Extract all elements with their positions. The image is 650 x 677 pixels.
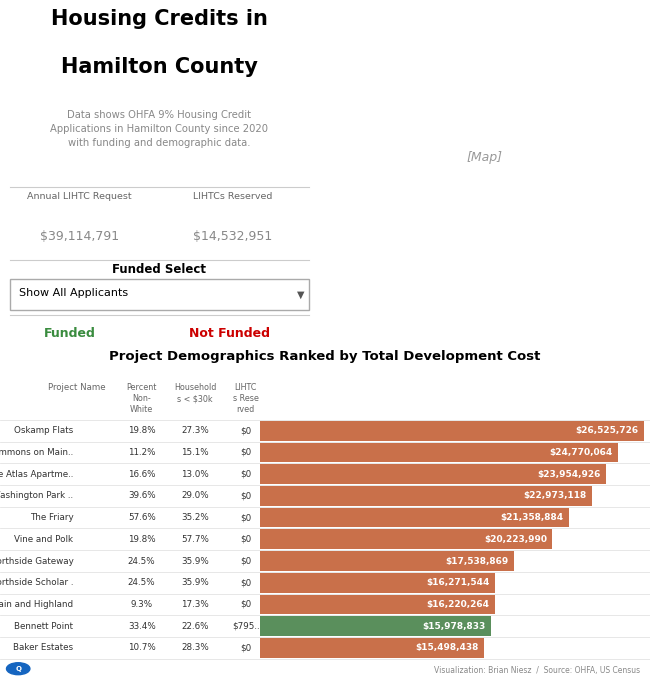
Text: 16.6%: 16.6% bbox=[128, 470, 155, 479]
Text: 57.6%: 57.6% bbox=[128, 513, 155, 522]
Text: Data shows OHFA 9% Housing Credit
Applications in Hamilton County since 2020
wit: Data shows OHFA 9% Housing Credit Applic… bbox=[50, 110, 268, 148]
Text: 39.6%: 39.6% bbox=[128, 492, 155, 500]
Text: $14,532,951: $14,532,951 bbox=[193, 230, 272, 243]
Text: Household
s < $30k: Household s < $30k bbox=[174, 383, 216, 403]
Bar bbox=[260, 421, 644, 441]
Text: $0: $0 bbox=[240, 556, 252, 565]
Text: 24.5%: 24.5% bbox=[128, 578, 155, 587]
Text: Show All Applicants: Show All Applicants bbox=[19, 288, 128, 299]
Text: 57.7%: 57.7% bbox=[181, 535, 209, 544]
Circle shape bbox=[6, 663, 30, 675]
Text: $21,358,884: $21,358,884 bbox=[500, 513, 564, 522]
Text: $16,220,264: $16,220,264 bbox=[426, 600, 489, 609]
Text: Funded: Funded bbox=[44, 326, 96, 340]
Text: $0: $0 bbox=[240, 427, 252, 435]
Text: Oskamp Flats: Oskamp Flats bbox=[14, 427, 73, 435]
Text: 9.3%: 9.3% bbox=[131, 600, 153, 609]
Text: $0: $0 bbox=[240, 535, 252, 544]
FancyBboxPatch shape bbox=[10, 279, 309, 310]
Text: 28.3%: 28.3% bbox=[181, 643, 209, 653]
Text: Q: Q bbox=[15, 665, 21, 672]
Text: $26,525,726: $26,525,726 bbox=[575, 427, 638, 435]
Text: Baker Estates: Baker Estates bbox=[13, 643, 73, 653]
Text: The Friary: The Friary bbox=[30, 513, 73, 522]
Text: 35.9%: 35.9% bbox=[181, 556, 209, 565]
Text: 11.2%: 11.2% bbox=[128, 448, 155, 457]
Text: Main and Highland: Main and Highland bbox=[0, 600, 73, 609]
Text: LIHTCs Reserved: LIHTCs Reserved bbox=[193, 192, 272, 201]
Text: $795..: $795.. bbox=[232, 621, 259, 631]
Text: $15,498,438: $15,498,438 bbox=[415, 643, 479, 653]
Text: $0: $0 bbox=[240, 600, 252, 609]
Text: Not Funded: Not Funded bbox=[188, 326, 270, 340]
Text: $16,271,544: $16,271,544 bbox=[426, 578, 490, 587]
Bar bbox=[260, 529, 552, 549]
Text: $39,114,791: $39,114,791 bbox=[40, 230, 119, 243]
Text: 13.0%: 13.0% bbox=[181, 470, 209, 479]
Bar bbox=[260, 573, 495, 592]
Text: 35.9%: 35.9% bbox=[181, 578, 209, 587]
Text: $0: $0 bbox=[240, 492, 252, 500]
Text: 19.8%: 19.8% bbox=[128, 427, 155, 435]
Text: The Atlas Apartme..: The Atlas Apartme.. bbox=[0, 470, 73, 479]
Text: 33.4%: 33.4% bbox=[128, 621, 155, 631]
Text: LIHTC
s Rese
rved: LIHTC s Rese rved bbox=[233, 383, 259, 414]
Text: $17,538,869: $17,538,869 bbox=[445, 556, 508, 565]
Text: Project Name: Project Name bbox=[48, 383, 105, 393]
Text: $0: $0 bbox=[240, 643, 252, 653]
Text: Percent
Non-
White: Percent Non- White bbox=[127, 383, 157, 414]
Text: 29.0%: 29.0% bbox=[181, 492, 209, 500]
Bar bbox=[260, 443, 618, 462]
Text: 10.7%: 10.7% bbox=[128, 643, 155, 653]
Text: 17.3%: 17.3% bbox=[181, 600, 209, 609]
Text: 19.8%: 19.8% bbox=[128, 535, 155, 544]
Text: 15.1%: 15.1% bbox=[181, 448, 209, 457]
Text: Funded Select: Funded Select bbox=[112, 263, 206, 276]
Text: $24,770,064: $24,770,064 bbox=[550, 448, 613, 457]
Bar bbox=[260, 464, 606, 484]
Text: 24.5%: 24.5% bbox=[128, 556, 155, 565]
Text: 22.6%: 22.6% bbox=[181, 621, 209, 631]
Text: $0: $0 bbox=[240, 448, 252, 457]
Text: 27.3%: 27.3% bbox=[181, 427, 209, 435]
Bar bbox=[260, 616, 491, 636]
Text: Bennett Point: Bennett Point bbox=[14, 621, 73, 631]
Text: Washington Park ..: Washington Park .. bbox=[0, 492, 73, 500]
Text: $0: $0 bbox=[240, 470, 252, 479]
Bar bbox=[260, 638, 484, 658]
Text: $22,973,118: $22,973,118 bbox=[524, 492, 587, 500]
Text: Northside Scholar .: Northside Scholar . bbox=[0, 578, 73, 587]
Bar bbox=[260, 508, 569, 527]
Bar bbox=[260, 551, 514, 571]
Text: 35.2%: 35.2% bbox=[181, 513, 209, 522]
Text: Commons on Main..: Commons on Main.. bbox=[0, 448, 73, 457]
Text: $23,954,926: $23,954,926 bbox=[538, 470, 601, 479]
Text: Northside Gateway: Northside Gateway bbox=[0, 556, 73, 565]
Text: ▼: ▼ bbox=[296, 289, 304, 299]
Text: Annual LIHTC Request: Annual LIHTC Request bbox=[27, 192, 132, 201]
Text: $0: $0 bbox=[240, 578, 252, 587]
Bar bbox=[260, 594, 495, 614]
Text: Vine and Polk: Vine and Polk bbox=[14, 535, 73, 544]
Text: [Map]: [Map] bbox=[466, 151, 502, 164]
Text: Project Demographics Ranked by Total Development Cost: Project Demographics Ranked by Total Dev… bbox=[109, 350, 541, 364]
Text: Housing Credits in: Housing Credits in bbox=[51, 9, 268, 29]
Text: Visualization: Brian Niesz  /  Source: OHFA, US Census: Visualization: Brian Niesz / Source: OHF… bbox=[434, 666, 640, 676]
Text: $15,978,833: $15,978,833 bbox=[422, 621, 486, 631]
Text: $0: $0 bbox=[240, 513, 252, 522]
Bar bbox=[260, 486, 592, 506]
Text: $20,223,990: $20,223,990 bbox=[484, 535, 547, 544]
Text: Hamilton County: Hamilton County bbox=[61, 57, 257, 77]
